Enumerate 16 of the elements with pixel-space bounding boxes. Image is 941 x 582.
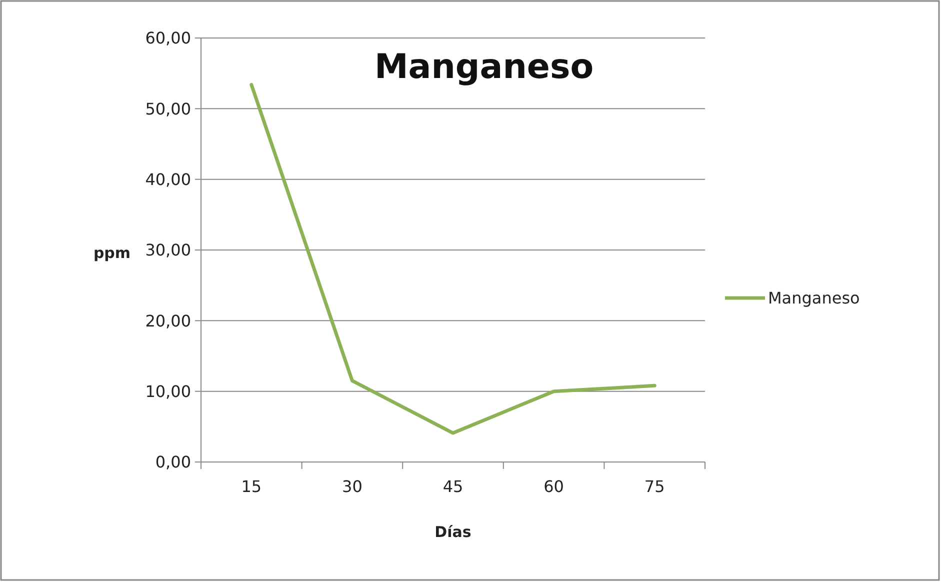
x-axis-title: Días (434, 523, 472, 541)
x-tick-label: 30 (342, 477, 362, 496)
y-axis-title: ppm (93, 244, 131, 262)
x-tick-label: 15 (241, 477, 262, 496)
y-tick-label: 0,00 (155, 452, 191, 472)
chart-title: Manganeso (374, 47, 594, 87)
y-tick-label: 30,00 (145, 240, 191, 260)
y-tick-label: 20,00 (145, 311, 191, 330)
y-tick-label: 40,00 (145, 170, 191, 189)
x-tick-label: 60 (544, 477, 564, 496)
y-tick-label: 10,00 (145, 382, 191, 401)
x-tick-label: 75 (644, 477, 665, 496)
y-tick-label: 60,00 (145, 28, 191, 48)
y-tick-label: 50,00 (145, 99, 191, 118)
x-tick-label: 45 (442, 477, 464, 496)
legend-label: Manganeso (768, 288, 860, 308)
